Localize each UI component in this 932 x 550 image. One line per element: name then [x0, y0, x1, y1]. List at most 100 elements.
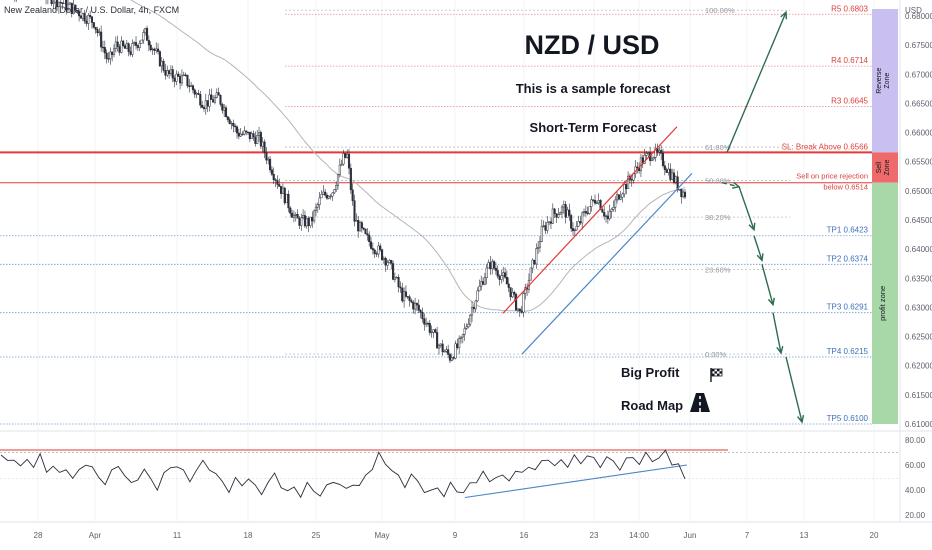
candle-down — [259, 132, 262, 147]
time-tick-label: 23 — [590, 531, 599, 540]
candle-down — [553, 208, 556, 214]
price-tick-label: 0.61500 — [905, 391, 932, 400]
candle-down — [298, 217, 301, 226]
candle-up — [588, 206, 591, 214]
candle-down — [371, 248, 374, 251]
candle-up — [256, 135, 259, 144]
candle-down — [347, 153, 351, 169]
candle-down — [505, 277, 508, 285]
road-map-text: Road Map — [621, 398, 683, 413]
candle-up — [320, 194, 323, 199]
candle-up — [388, 260, 391, 263]
candle-up — [109, 51, 112, 60]
candle-down — [153, 48, 156, 51]
price-pane[interactable] — [0, 0, 900, 430]
candle-up — [483, 277, 486, 285]
level-label-r5: R5 0.6803 — [831, 4, 868, 13]
candle-down — [136, 45, 139, 48]
candle-down — [452, 357, 455, 359]
forecast-arrows[interactable] — [721, 10, 805, 424]
candle-down — [392, 263, 395, 280]
candle-down — [201, 104, 204, 108]
candle-down — [408, 296, 411, 301]
candle-up — [267, 158, 270, 161]
candle-down — [296, 213, 299, 219]
candle-down — [533, 259, 536, 265]
candle-down — [85, 20, 88, 24]
price-tick-label: 0.64500 — [905, 216, 932, 225]
oscillator-pane[interactable] — [0, 432, 900, 522]
fib-label: 0.00% — [705, 350, 727, 359]
candle-down — [419, 310, 422, 313]
candle-down — [447, 349, 450, 355]
candles[interactable] — [1, 0, 687, 363]
candle-down — [107, 58, 110, 60]
oscillator-line — [0, 449, 686, 499]
level-label-tp5: TP5 0.6100 — [827, 414, 869, 423]
candle-down — [617, 194, 620, 200]
candle-up — [257, 132, 261, 136]
trendlines[interactable] — [502, 126, 693, 355]
candle-down — [162, 60, 165, 71]
price-tick-label: 0.63000 — [905, 303, 932, 312]
symbol-label: New Zealand Dollar / U.S. Dollar, 4h, FX… — [4, 5, 179, 15]
forecast-arrow-tp5 — [785, 356, 805, 424]
candle-down — [171, 69, 174, 79]
candle-up — [322, 191, 325, 195]
candle-down — [661, 152, 665, 166]
candle-down — [504, 272, 507, 278]
candle-up — [671, 172, 674, 180]
candle-down — [601, 209, 604, 213]
time-tick-label: 16 — [520, 531, 529, 540]
zone-label: profit zone — [878, 286, 887, 321]
forecast-arrow-tp3-head — [767, 297, 775, 307]
candle-up — [292, 215, 295, 218]
candle-down — [116, 41, 119, 47]
candle-up — [454, 343, 457, 359]
level-label-r4: R4 0.6714 — [831, 56, 868, 65]
candle-down — [493, 261, 496, 269]
zone-band — [872, 152, 898, 183]
candle-down — [683, 191, 687, 198]
candle-down — [78, 11, 81, 17]
candle-up — [445, 349, 448, 352]
candle-down — [448, 354, 452, 361]
candle-up — [645, 153, 648, 156]
candle-up — [647, 152, 650, 154]
candle-down — [513, 292, 516, 295]
candle-up — [542, 225, 545, 227]
candle-down — [245, 130, 248, 133]
oscillator-support-line — [464, 464, 688, 499]
candle-up — [458, 338, 461, 348]
candle-up — [155, 48, 158, 51]
candle-up — [313, 210, 316, 222]
price-tick-label: 0.62000 — [905, 362, 932, 371]
candle-down — [555, 213, 558, 218]
zone-label: ReverseZone — [876, 68, 891, 94]
candle-up — [491, 261, 494, 270]
candle-up — [195, 92, 198, 95]
forecast-arrow-tp1-head — [748, 222, 756, 232]
forecast-arrow-tp1-shaft — [738, 186, 755, 230]
candle-up — [425, 322, 428, 325]
candle-up — [346, 153, 349, 158]
candle-up — [467, 323, 470, 328]
candle-up — [485, 267, 488, 278]
candle-down — [278, 184, 281, 187]
candle-down — [263, 141, 266, 153]
candle-down — [74, 4, 77, 11]
candle-down — [324, 191, 327, 196]
zones: ReverseZone SellZone profit zone — [872, 9, 898, 424]
candle-up — [678, 189, 681, 191]
time-tick-label: 14:00 — [629, 531, 650, 540]
candle-up — [610, 209, 613, 212]
candle-up — [160, 60, 163, 67]
candle-down — [397, 277, 400, 288]
candle-down — [168, 70, 171, 75]
candle-up — [142, 32, 145, 41]
candle-down — [307, 218, 310, 227]
candle-up — [133, 42, 136, 44]
candle-up — [63, 0, 66, 5]
